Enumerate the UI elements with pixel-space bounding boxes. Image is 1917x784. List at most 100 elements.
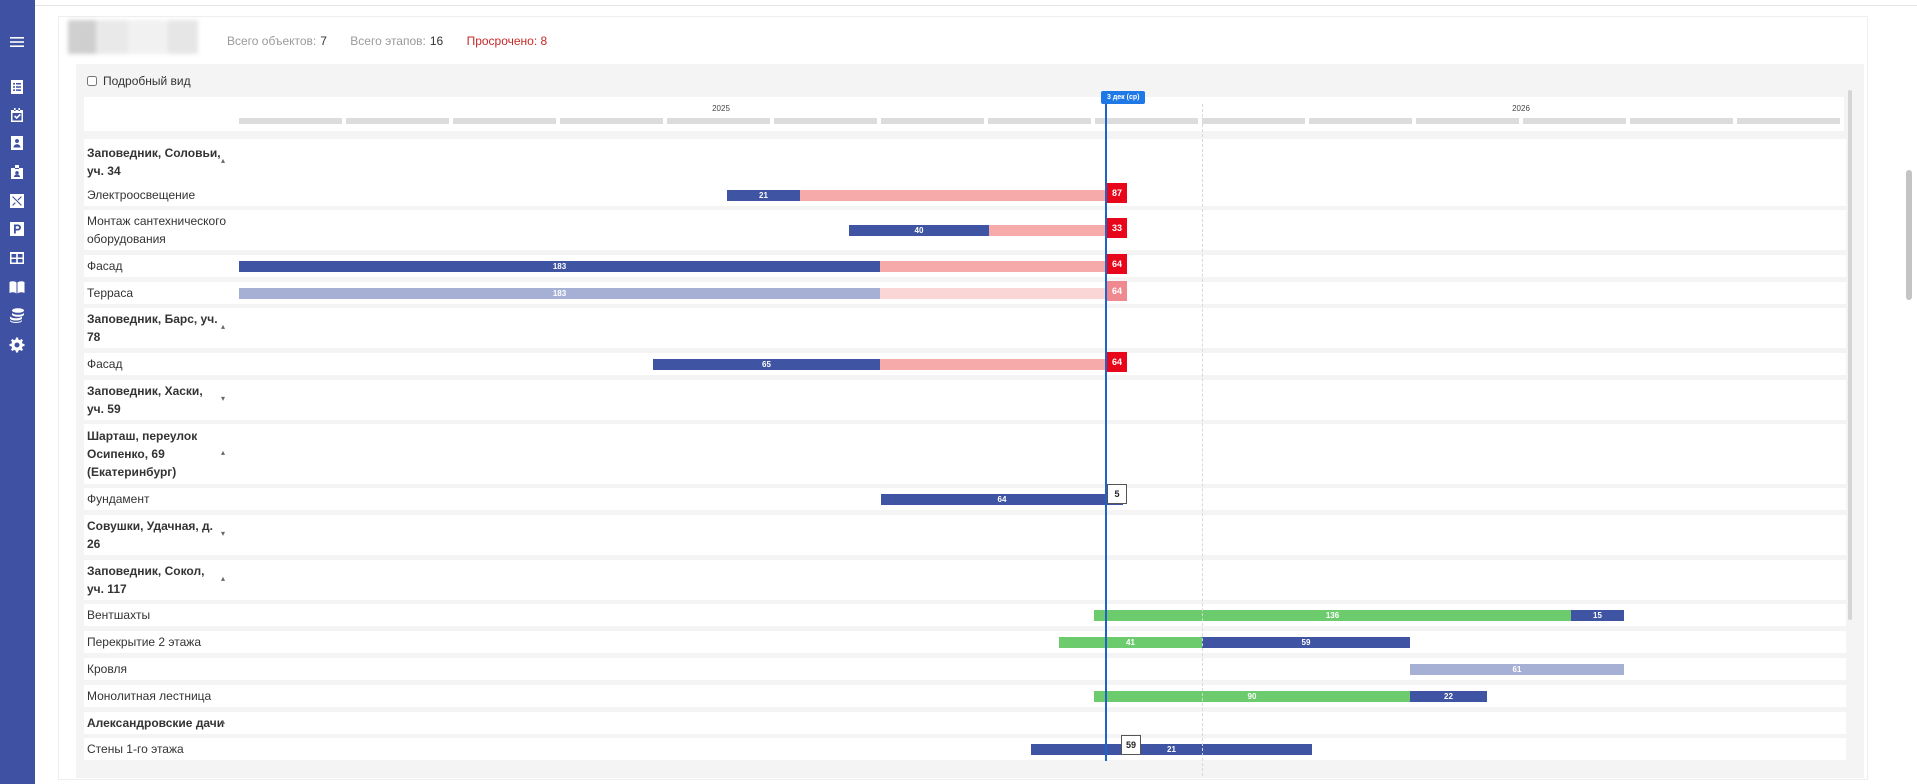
gantt-bar[interactable]: 136 [1094, 609, 1571, 621]
month-tick [560, 118, 663, 124]
month-tick [1309, 118, 1412, 124]
list-icon[interactable] [8, 78, 26, 96]
overdue-days-badge: 64 [1107, 351, 1127, 372]
stage-label: Перекрытие 2 этажа [87, 635, 202, 649]
gantt-bar[interactable]: 40 [849, 224, 989, 236]
month-tick [1523, 118, 1626, 124]
stage-label: Монолитная лестница [87, 689, 212, 703]
total-objects-value: 7 [320, 34, 327, 48]
gantt-bar[interactable] [989, 224, 1105, 236]
month-tick [1416, 118, 1519, 124]
contact-card-icon[interactable] [8, 134, 26, 152]
gantt-bar[interactable] [880, 287, 1105, 299]
collapse-caret-icon[interactable]: ▴ [221, 448, 226, 457]
month-tick [1202, 118, 1305, 124]
gear-icon[interactable] [8, 336, 26, 354]
gantt-bar[interactable]: 21 [1031, 743, 1312, 755]
coins-icon[interactable] [8, 306, 26, 324]
total-objects-label: Всего объектов: [227, 34, 317, 48]
stage-row [84, 738, 1846, 760]
total-stages-label: Всего этапов: [350, 34, 426, 48]
expand-caret-icon[interactable]: ▾ [221, 394, 226, 403]
month-tick [667, 118, 770, 124]
remaining-days-badge: 5 [1107, 483, 1127, 504]
gantt-bar[interactable] [880, 358, 1105, 370]
overdue-days-badge: 33 [1107, 217, 1127, 238]
gantt-bar[interactable]: 90 [1094, 690, 1410, 702]
gantt-bar[interactable]: 183 [239, 287, 880, 299]
menu-icon[interactable] [8, 33, 26, 51]
detail-view-toggle[interactable]: Подробный вид [87, 74, 191, 88]
group-label[interactable]: Совушки, Удачная, д. 26 [87, 519, 214, 551]
collapse-caret-icon[interactable]: ▴ [221, 717, 226, 726]
stage-label: Фундамент [87, 492, 150, 506]
today-marker: 3 дек (ср) [1101, 91, 1146, 104]
overdue-days-badge: 64 [1107, 280, 1127, 301]
month-tick [1095, 118, 1198, 124]
stage-label: Вентшахты [87, 608, 151, 622]
month-tick [453, 118, 556, 124]
expand-caret-icon[interactable]: ▾ [221, 529, 226, 538]
detail-view-label: Подробный вид [103, 74, 191, 88]
today-line [1105, 93, 1107, 761]
gantt-bar[interactable]: 41 [1059, 636, 1202, 648]
stage-label: Стены 1-го этажа [87, 742, 184, 756]
sidebar [0, 0, 35, 784]
stage-label: Кровля [87, 662, 127, 676]
month-ticks [239, 118, 1840, 124]
collapse-caret-icon[interactable]: ▴ [221, 574, 226, 583]
gantt-bar[interactable]: 21 [727, 189, 800, 201]
group-row [84, 712, 1846, 734]
month-tick [346, 118, 449, 124]
gantt-scrollbar[interactable] [1848, 90, 1852, 620]
page-scrollbar[interactable] [1906, 170, 1912, 300]
gantt-bar[interactable]: 65 [653, 358, 880, 370]
group-row [84, 424, 1846, 484]
group-label[interactable]: Заповедник, Соловьи, уч. 34 [87, 145, 221, 178]
total-objects: Всего объектов: 7 [227, 34, 337, 48]
overdue-days-badge: 64 [1107, 253, 1127, 274]
collapse-caret-icon[interactable]: ▴ [221, 322, 226, 331]
stage-row [84, 658, 1846, 680]
year-label-2025: 2025 [712, 104, 730, 113]
year-label-2026: 2026 [1512, 104, 1530, 113]
grid-table-icon[interactable] [8, 249, 26, 267]
collapse-caret-icon[interactable]: ▴ [221, 155, 226, 165]
group-row [84, 560, 1846, 600]
group-row [84, 515, 1846, 555]
parking-icon[interactable] [8, 220, 26, 238]
stage-label: Терраса [87, 286, 134, 300]
tools-icon[interactable] [8, 192, 26, 210]
stage-row [84, 631, 1846, 653]
company-logo [68, 20, 198, 54]
group-row [84, 308, 1846, 348]
group-label[interactable]: Александровские дачи [87, 716, 225, 730]
calendar-check-icon[interactable] [8, 106, 26, 124]
badge-icon[interactable] [8, 163, 26, 181]
stage-row [84, 685, 1846, 707]
group-row [84, 380, 1846, 420]
gantt-bar[interactable]: 61 [1410, 663, 1624, 675]
gantt-bar[interactable]: 183 [239, 260, 880, 272]
group-label[interactable]: Заповедник, Хаски, уч. 59 [87, 384, 203, 416]
group-label[interactable]: Шарташ, переулок Осипенко, 69 (Екатеринб… [87, 429, 198, 479]
gantt-bar[interactable]: 15 [1571, 609, 1624, 621]
gantt-bar[interactable]: 22 [1410, 690, 1487, 702]
detail-view-checkbox[interactable] [87, 76, 97, 86]
summary-stats: Всего объектов: 7 Всего этапов: 16 Просроч… [227, 34, 557, 48]
stage-label: Монтаж сантехнического оборудования [87, 214, 227, 246]
group-row [84, 139, 1846, 184]
gantt-bar[interactable]: 59 [1202, 636, 1410, 648]
stage-label: Электроосвещение [87, 188, 196, 202]
month-tick [1737, 118, 1840, 124]
gantt-bar[interactable]: 64 [881, 493, 1123, 505]
group-label[interactable]: Заповедник, Сокол, уч. 117 [87, 564, 205, 596]
gantt-bar[interactable] [880, 260, 1105, 272]
month-tick [1630, 118, 1733, 124]
total-stages-value: 16 [429, 34, 444, 48]
book-icon[interactable] [8, 278, 26, 296]
group-label[interactable]: Заповедник, Барс, уч. 78 [87, 312, 218, 344]
gantt-bar[interactable] [800, 189, 1105, 201]
month-tick [239, 118, 342, 124]
overdue-days-badge: 87 [1107, 182, 1127, 203]
